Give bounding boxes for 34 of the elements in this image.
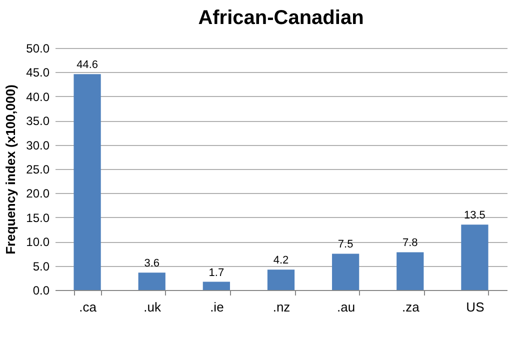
y-tick-label: 40.0 bbox=[26, 90, 50, 104]
bar bbox=[138, 272, 166, 290]
x-tick-label: .au bbox=[337, 300, 356, 314]
bar bbox=[267, 270, 295, 290]
bar bbox=[202, 282, 230, 290]
data-label: 13.5 bbox=[464, 210, 486, 222]
data-label: 7.8 bbox=[402, 237, 418, 250]
data-label: 4.2 bbox=[273, 254, 289, 267]
chart-title: African-Canadian bbox=[198, 7, 364, 29]
y-tick-label: 35.0 bbox=[26, 114, 50, 128]
bar bbox=[74, 74, 101, 290]
data-label: 3.6 bbox=[144, 258, 160, 270]
data-label: 44.6 bbox=[76, 59, 98, 72]
y-tick-label: 45.0 bbox=[26, 66, 50, 80]
y-tick-label: 15.0 bbox=[26, 210, 50, 225]
y-tick-label: 20.0 bbox=[26, 186, 50, 201]
x-tick-label: .nz bbox=[272, 300, 290, 314]
bar bbox=[396, 252, 424, 290]
y-axis-title: Frequency index (x100,000) bbox=[3, 84, 18, 254]
x-tick-label: US bbox=[466, 300, 485, 314]
data-label: 1.7 bbox=[208, 266, 224, 279]
x-tick-label: .za bbox=[402, 300, 420, 314]
y-tick-label: 0.0 bbox=[32, 284, 50, 298]
y-tick-label: 10.0 bbox=[26, 235, 50, 250]
bar bbox=[332, 254, 360, 290]
x-tick-label: .ca bbox=[79, 300, 98, 314]
data-label: 7.5 bbox=[338, 238, 354, 251]
y-tick-label: 5.0 bbox=[32, 259, 50, 274]
y-tick-label: 25.0 bbox=[26, 162, 50, 176]
x-tick-label: .uk bbox=[144, 300, 162, 314]
y-tick-label: 50.0 bbox=[26, 42, 50, 56]
x-tick-label: .ie bbox=[210, 300, 224, 314]
bar bbox=[461, 224, 488, 290]
y-tick-label: 30.0 bbox=[26, 138, 50, 152]
